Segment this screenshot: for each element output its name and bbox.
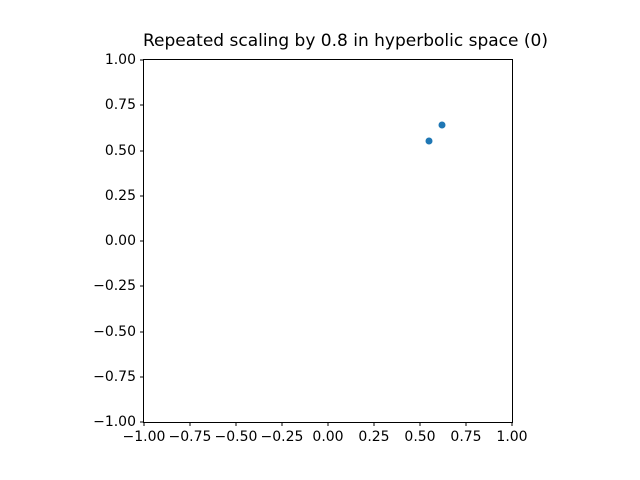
x-tick-mark — [235, 422, 237, 426]
x-tick-mark — [373, 422, 375, 426]
y-tick-mark — [140, 59, 144, 61]
plot-area: −1.00 −0.75 −0.50 −0.25 0.00 0.25 0.50 0.75 1.00… — [93, 52, 527, 445]
y-tick-mark — [140, 376, 144, 378]
x-tick-mark — [281, 422, 283, 426]
x-tick-mark — [143, 422, 145, 426]
y-tick-label: −0.75 — [93, 368, 136, 385]
y-tick-mark — [140, 331, 144, 332]
x-tick-mark — [327, 422, 329, 426]
x-tick-mark — [511, 422, 513, 426]
y-tick-mark — [140, 104, 144, 106]
x-tick-mark — [465, 422, 467, 426]
x-tick-label: −1.00 — [122, 429, 166, 445]
y-tick-mark — [140, 240, 144, 242]
y-tick-label: 1.00 — [104, 52, 136, 68]
y-tick-label: −0.50 — [93, 323, 136, 340]
y-tick-label: 0.75 — [104, 97, 136, 114]
x-tick-label: −0.25 — [260, 429, 304, 445]
x-tick-label: −0.50 — [214, 429, 258, 445]
y-tick-label: −1.00 — [93, 414, 136, 430]
y-tick-mark — [140, 421, 144, 423]
y-tick-label: −0.25 — [93, 278, 136, 295]
x-tick-label: 0.50 — [404, 429, 436, 445]
x-tick-label: −0.75 — [168, 429, 212, 445]
y-tick-label: 0.50 — [104, 142, 136, 159]
y-tick-label: 0.25 — [104, 187, 136, 204]
x-tick-label: 0.25 — [358, 429, 390, 445]
y-tick-mark — [140, 195, 144, 197]
x-tick-mark — [189, 422, 191, 426]
chart-title: Repeated scaling by 0.8 in hyperbolic sp… — [143, 31, 548, 51]
scatter-point — [425, 137, 433, 145]
x-tick-mark — [419, 422, 421, 426]
scatter-point — [438, 121, 446, 129]
x-tick-label: 1.00 — [496, 429, 528, 445]
y-tick-label: 0.00 — [104, 233, 136, 249]
y-tick-mark — [140, 285, 144, 287]
x-tick-label: 0.00 — [312, 429, 344, 445]
x-tick-label: 0.75 — [450, 429, 482, 445]
y-tick-mark — [140, 150, 144, 151]
